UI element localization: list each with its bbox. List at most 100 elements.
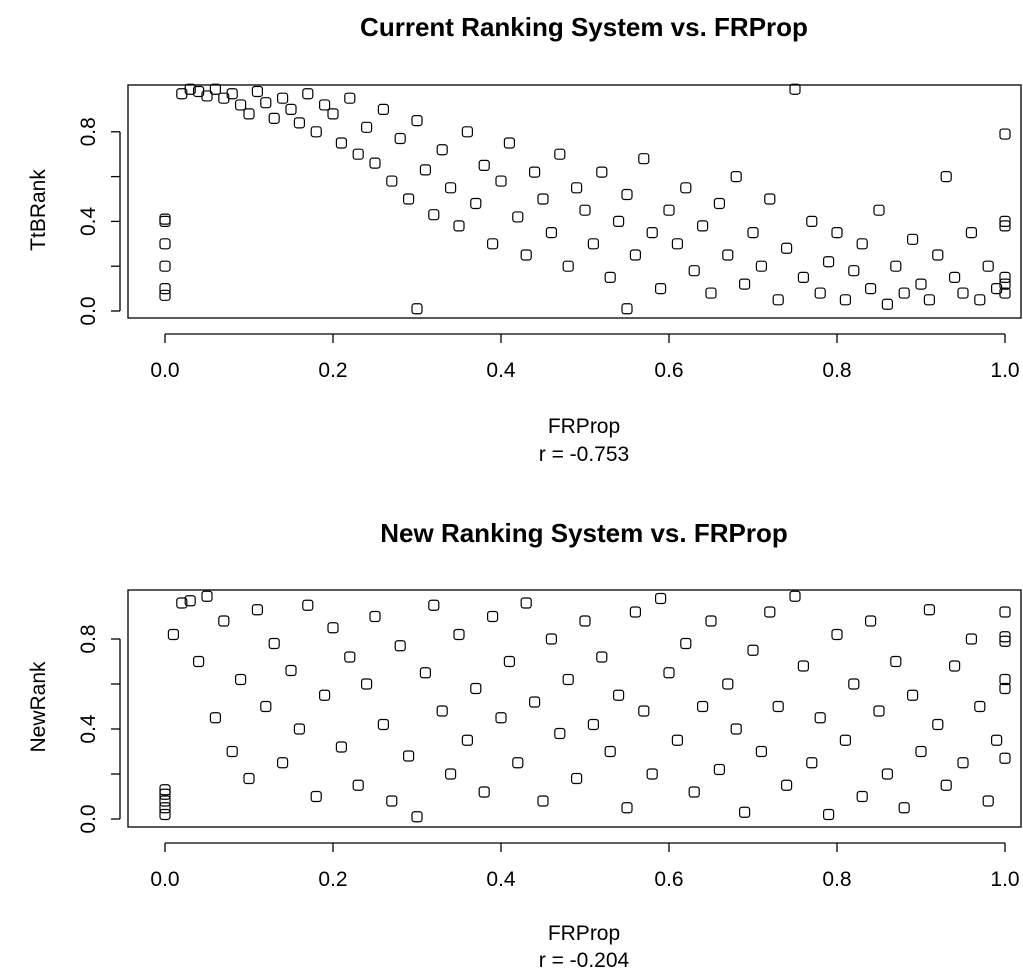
data-point [352,779,364,791]
data-point [898,287,910,299]
data-point [923,294,936,306]
data-point [277,92,289,104]
data-point [940,779,952,791]
data-point [982,795,994,807]
data-point [302,599,314,611]
data-point [302,88,314,100]
data-point [906,233,919,245]
y-tick-label: 0.8 [77,624,100,653]
data-point [999,278,1011,290]
data-point [789,83,801,95]
data-point [361,121,373,133]
data-point [806,757,818,769]
data-point [780,779,793,791]
data-point [621,303,633,315]
x-tick-label: 0.8 [822,359,851,382]
data-point [654,283,667,295]
data-point [722,249,734,261]
data-point [528,696,541,708]
x-tick-label: 0.4 [486,868,516,891]
data-point [461,734,473,746]
data-point [520,597,532,609]
data-point [310,790,322,803]
data-point [839,734,852,746]
data-point [638,705,650,717]
data-point [974,700,986,713]
data-point [881,298,894,310]
data-point [881,768,894,780]
data-point [629,606,642,618]
data-point [335,137,347,149]
data-point [159,289,171,301]
data-point [814,712,826,724]
data-point [554,148,566,160]
data-point [890,655,902,668]
y-tick-label: 0.4 [77,714,100,744]
data-point [495,175,507,187]
data-point [436,144,448,156]
data-point [293,117,305,129]
data-point [764,193,776,205]
data-point [260,97,272,109]
data-point [738,278,751,290]
data-point [797,271,810,283]
data-point [696,220,709,232]
data-point [999,128,1011,140]
data-point [369,610,381,623]
panel-new-ranking: New Ranking System vs. FRProp NewRank 0.… [27,518,1022,972]
data-point [680,637,692,650]
data-point [419,164,431,176]
data-point [839,294,852,306]
data-point [562,260,574,272]
data-point [487,610,499,623]
data-point [671,734,684,746]
data-point [293,723,305,735]
x-tick-label: 0.8 [822,868,851,891]
data-point [948,660,961,672]
data-point [545,227,558,239]
data-point [226,88,238,100]
panel-2-y-axis-label: NewRank [27,661,50,753]
data-point [268,637,280,650]
data-point [999,606,1011,618]
data-point [713,197,726,210]
data-point [445,768,457,780]
data-point [957,287,969,299]
data-point [470,197,482,210]
data-point [898,802,910,814]
y-tick-label: 0.0 [77,804,100,833]
data-point [579,615,591,627]
panel-2-x-axis-label: FRProp [548,922,620,945]
data-point [243,108,255,120]
panel-2-correlation: r = -0.204 [539,949,630,972]
data-point [814,287,826,299]
data-point [201,590,213,602]
data-point [780,242,793,254]
data-point [327,108,339,120]
data-point [394,640,406,652]
data-point [890,260,902,272]
data-point [621,188,633,201]
data-point [319,99,331,111]
data-point [999,682,1011,695]
data-point [386,795,398,807]
data-point [705,287,717,299]
data-point [789,590,801,602]
data-point [277,757,289,769]
data-point [621,802,633,814]
panel-2-plot-frame [127,589,1022,828]
data-point [512,757,524,769]
data-point [285,664,297,677]
data-point [285,103,297,116]
panel-1-y-axis-label: TtBRank [27,169,50,251]
data-point [428,599,440,611]
data-point [730,723,742,735]
data-point [361,678,373,690]
data-point [537,193,549,205]
data-point [167,628,179,641]
data-point [990,734,1003,746]
y-tick-label: 0.0 [77,296,100,325]
data-point [411,303,423,315]
data-point [915,278,927,290]
